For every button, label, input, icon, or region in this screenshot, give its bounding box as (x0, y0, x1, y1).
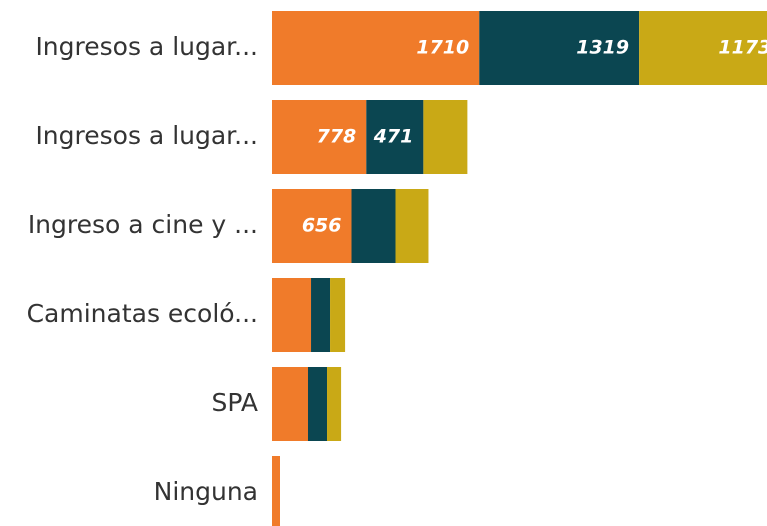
bar-segment (272, 278, 312, 352)
category-label: Caminatas ecoló... (27, 299, 258, 328)
bar-segment (395, 189, 429, 263)
bar-segment (351, 189, 396, 263)
bar-segment (423, 100, 468, 174)
bar-segment (272, 367, 308, 441)
bar-segment (272, 100, 367, 174)
data-label: 656 (302, 215, 342, 237)
bar-segment (307, 367, 328, 441)
data-label: 471 (373, 126, 414, 148)
bar-segment (327, 367, 342, 441)
data-label: 1319 (576, 37, 629, 59)
category-label: SPA (212, 388, 258, 417)
data-label: 1173 (718, 37, 767, 59)
category-label: Ingreso a cine y ... (28, 210, 258, 239)
bar-segment (272, 11, 480, 85)
bar-segment (272, 456, 280, 526)
bar-segment (479, 11, 640, 85)
category-label: Ingresos a lugar... (35, 121, 258, 150)
data-label: 778 (317, 126, 357, 148)
category-label: Ninguna (154, 477, 258, 506)
bar-segment (330, 278, 346, 352)
data-label: 1710 (416, 37, 469, 59)
category-label: Ingresos a lugar... (35, 32, 258, 61)
bar-segment (311, 278, 331, 352)
bar-segment (272, 189, 352, 263)
bar-segment (366, 100, 424, 174)
bar-segment (639, 11, 767, 85)
